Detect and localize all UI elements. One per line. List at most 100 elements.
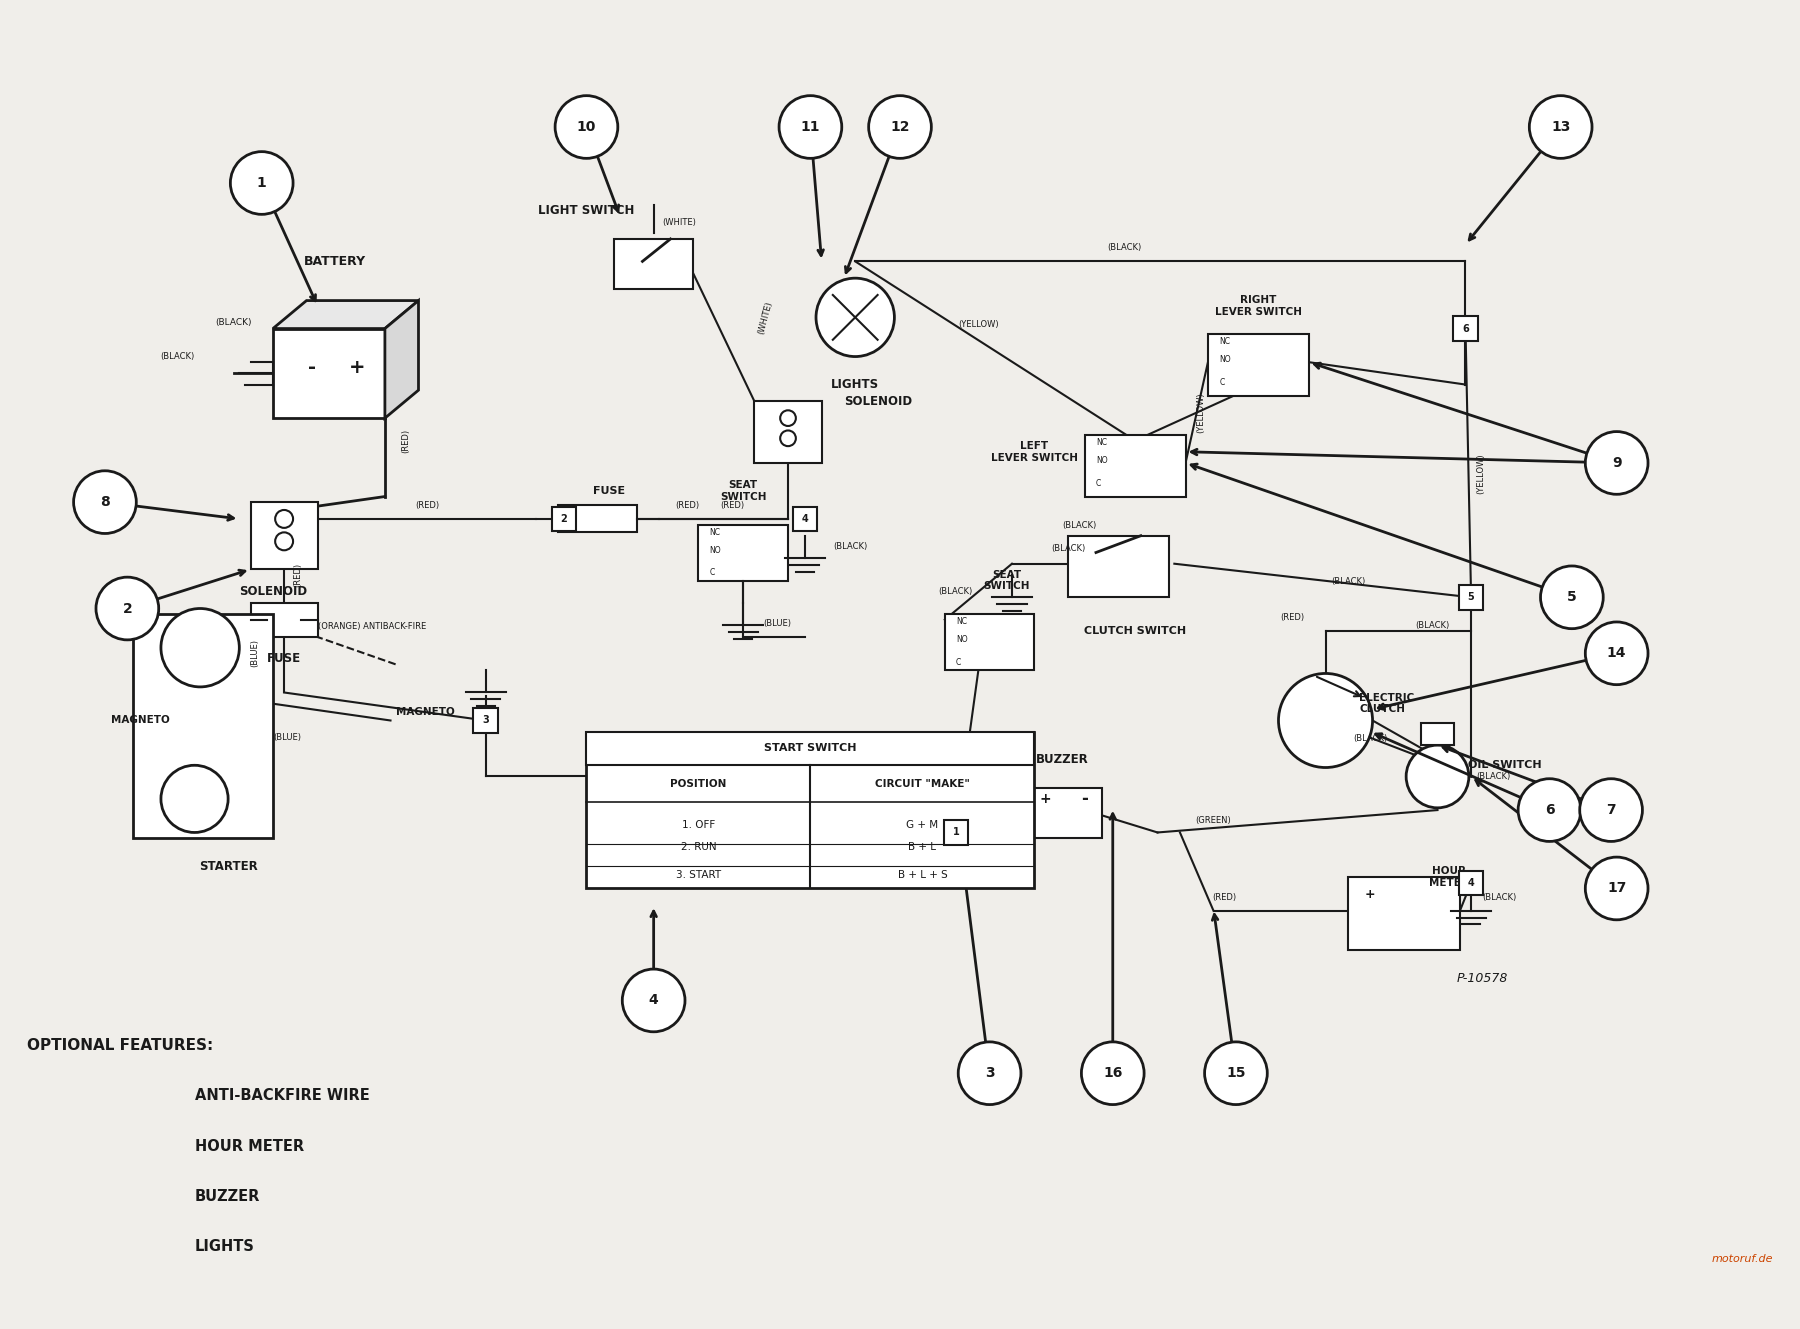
Text: 6: 6 (1462, 323, 1469, 334)
Text: BATTERY: BATTERY (304, 255, 365, 268)
Text: MAGNETO: MAGNETO (110, 715, 169, 726)
Circle shape (1586, 622, 1649, 684)
Circle shape (160, 766, 229, 832)
Text: NO: NO (1096, 456, 1107, 465)
Bar (1067, 536, 1168, 597)
Text: 4: 4 (1467, 878, 1474, 888)
Text: (RED): (RED) (675, 501, 700, 510)
Text: NO: NO (1219, 355, 1231, 364)
Text: SOLENOID: SOLENOID (239, 585, 308, 598)
Text: NC: NC (1096, 439, 1107, 448)
Text: 8: 8 (101, 496, 110, 509)
Circle shape (779, 96, 842, 158)
Text: 15: 15 (1226, 1066, 1246, 1080)
Text: (RED): (RED) (293, 563, 302, 587)
Text: LEFT
LEVER SWITCH: LEFT LEVER SWITCH (990, 441, 1078, 462)
Text: 16: 16 (1103, 1066, 1123, 1080)
Bar (250, 603, 319, 637)
Text: (RED): (RED) (979, 742, 990, 767)
Circle shape (230, 152, 293, 214)
Bar (754, 401, 821, 462)
Text: 3: 3 (482, 715, 490, 726)
Text: (BLACK): (BLACK) (833, 542, 868, 552)
Text: (BLACK): (BLACK) (1415, 621, 1449, 630)
Text: HOUR
METER: HOUR METER (1429, 867, 1469, 888)
Text: 14: 14 (1607, 646, 1627, 661)
Text: G + M: G + M (907, 820, 938, 829)
Text: NC: NC (1219, 338, 1229, 347)
Text: NO: NO (709, 546, 722, 554)
Bar (133, 614, 274, 839)
Circle shape (779, 431, 796, 447)
Text: CLUTCH SWITCH: CLUTCH SWITCH (1084, 626, 1186, 635)
Text: (YELLOW): (YELLOW) (1197, 392, 1206, 433)
Text: ELECTRIC
CLUTCH: ELECTRIC CLUTCH (1359, 692, 1415, 715)
Text: 3. START: 3. START (675, 870, 722, 880)
Text: 17: 17 (1607, 881, 1627, 896)
Bar (792, 506, 817, 532)
Text: C: C (709, 569, 715, 577)
Circle shape (74, 470, 137, 533)
Text: 9: 9 (1611, 456, 1622, 470)
Circle shape (1204, 1042, 1267, 1104)
Text: LIGHTS: LIGHTS (832, 377, 878, 391)
Text: C: C (1219, 377, 1224, 387)
Circle shape (779, 411, 796, 427)
Text: (BLACK): (BLACK) (216, 319, 252, 327)
Text: -: - (1082, 789, 1089, 808)
Text: (RED): (RED) (401, 428, 410, 453)
Circle shape (275, 510, 293, 528)
Text: 10: 10 (576, 120, 596, 134)
Bar (473, 708, 499, 732)
Text: (BLUE): (BLUE) (274, 732, 301, 742)
Bar (943, 820, 968, 845)
Text: 5: 5 (1568, 590, 1577, 605)
Text: (RED): (RED) (720, 501, 743, 510)
Text: OPTIONAL FEATURES:: OPTIONAL FEATURES: (27, 1038, 212, 1053)
Circle shape (1517, 779, 1580, 841)
Text: (BLUE): (BLUE) (250, 639, 259, 667)
Text: NC: NC (956, 618, 967, 626)
Text: 2: 2 (122, 602, 131, 615)
Circle shape (554, 96, 617, 158)
Circle shape (160, 609, 239, 687)
Circle shape (1406, 746, 1469, 808)
Text: STARTER: STARTER (198, 860, 257, 873)
Polygon shape (274, 328, 385, 419)
Text: 1: 1 (952, 828, 959, 837)
Text: FUSE: FUSE (592, 486, 625, 496)
Bar (1458, 585, 1483, 610)
Bar (587, 732, 1035, 766)
Circle shape (1278, 674, 1373, 768)
Text: (GREEN): (GREEN) (1195, 816, 1231, 825)
Text: ANTI-BACKFIRE WIRE: ANTI-BACKFIRE WIRE (194, 1088, 369, 1103)
Text: C: C (1096, 478, 1102, 488)
Bar (558, 505, 637, 533)
Text: (BLACK): (BLACK) (160, 352, 194, 361)
Circle shape (95, 577, 158, 639)
Circle shape (815, 278, 895, 356)
Text: BUZZER: BUZZER (1037, 754, 1089, 767)
Text: RIGHT
LEVER SWITCH: RIGHT LEVER SWITCH (1215, 295, 1301, 318)
Text: (BLACK): (BLACK) (1051, 544, 1085, 553)
Text: BUZZER: BUZZER (194, 1189, 259, 1204)
Text: (RED): (RED) (1213, 893, 1237, 902)
Bar (250, 502, 319, 569)
Text: P-10578: P-10578 (1456, 971, 1508, 985)
Bar (614, 239, 693, 290)
Polygon shape (274, 300, 418, 328)
Text: 4: 4 (801, 514, 808, 524)
Text: (YELLOW): (YELLOW) (1476, 453, 1485, 494)
Text: NO: NO (956, 635, 968, 645)
Text: (WHITE): (WHITE) (662, 218, 697, 227)
Text: B + L: B + L (909, 843, 936, 852)
Text: 2: 2 (560, 514, 567, 524)
Bar (1420, 723, 1454, 746)
Text: (BLACK): (BLACK) (1330, 577, 1364, 586)
Polygon shape (385, 300, 418, 419)
Text: OIL SWITCH: OIL SWITCH (1467, 760, 1541, 771)
Text: (BLACK): (BLACK) (938, 587, 972, 597)
Text: 3: 3 (985, 1066, 994, 1080)
Bar (553, 506, 576, 532)
Text: 1: 1 (257, 175, 266, 190)
